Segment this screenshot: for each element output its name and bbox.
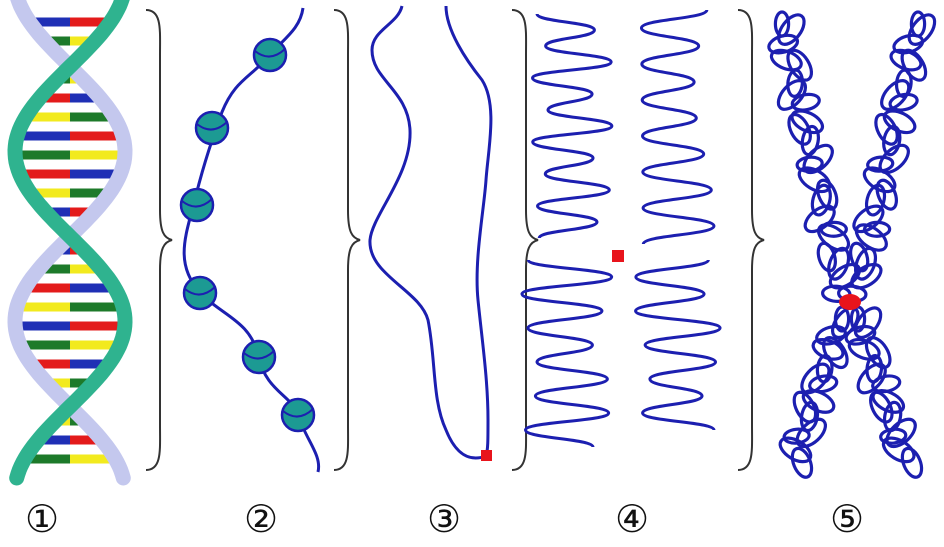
chromatin-coil bbox=[894, 68, 913, 98]
chromatin-coil bbox=[776, 79, 808, 111]
nucleosome bbox=[280, 397, 316, 433]
stage-label-2: ② bbox=[243, 497, 279, 541]
chromatin-coil bbox=[879, 427, 908, 445]
chromatin-coil bbox=[808, 374, 839, 394]
chromatin-coil bbox=[811, 337, 845, 361]
grouping-braces bbox=[145, 9, 765, 471]
stage-label-3: ③ bbox=[426, 497, 462, 541]
chromatin-coil bbox=[888, 92, 919, 112]
condensed-chromosome bbox=[767, 10, 937, 479]
chromatid-loop bbox=[639, 9, 716, 246]
chromatid-loop bbox=[520, 258, 614, 449]
chromatin-coil bbox=[864, 183, 887, 217]
centromere bbox=[839, 294, 861, 310]
chromatin-coil bbox=[800, 362, 831, 395]
centromere bbox=[481, 450, 492, 461]
chromatid-loop bbox=[634, 258, 722, 432]
nucleosome bbox=[241, 339, 277, 375]
folded-chromatin bbox=[520, 9, 722, 449]
chromatin-coil bbox=[907, 13, 937, 46]
nucleosome-wrap bbox=[282, 408, 314, 418]
nucleosome-wrap bbox=[184, 286, 216, 296]
chromatin-coil bbox=[854, 246, 878, 281]
stage-label-5: ⑤ bbox=[829, 497, 865, 541]
nucleosome-wrap bbox=[196, 121, 228, 131]
chromatin-coil bbox=[790, 446, 814, 479]
chromatin-coil bbox=[810, 183, 832, 217]
chromatin-coil bbox=[787, 112, 812, 146]
chromatin-coil bbox=[889, 48, 923, 72]
chromatin-strand bbox=[368, 5, 487, 460]
chromatin-coil bbox=[885, 417, 917, 449]
stage-label-1: ① bbox=[24, 497, 60, 541]
nucleosome-fiber bbox=[179, 7, 321, 473]
chromatin-coil bbox=[849, 241, 870, 273]
chromatin-coil bbox=[853, 306, 883, 340]
chromatin-coil bbox=[819, 220, 848, 238]
chromatid-loop bbox=[531, 12, 614, 240]
chromatin-coil bbox=[881, 436, 916, 464]
chromatin-strand bbox=[444, 5, 493, 457]
chromatin-coil bbox=[900, 446, 924, 479]
nucleosome bbox=[194, 110, 230, 146]
grouping-brace bbox=[511, 9, 539, 471]
nucleosome-wrap bbox=[254, 48, 286, 58]
chromatin-coil bbox=[790, 92, 821, 112]
chromatin-coil bbox=[795, 417, 828, 449]
chromatin-coil bbox=[854, 223, 888, 252]
chromatin-coil bbox=[862, 220, 892, 238]
chromatin-coil bbox=[880, 79, 911, 111]
chromatin-fiber bbox=[368, 5, 493, 461]
chromatin-coil bbox=[777, 13, 806, 46]
grouping-brace bbox=[145, 9, 173, 471]
chromatin-coil bbox=[900, 48, 928, 82]
chromatin-coil bbox=[882, 124, 902, 157]
nucleosome bbox=[252, 37, 288, 73]
chromatin-coil bbox=[786, 68, 804, 98]
dna-double-helix bbox=[7, 0, 133, 486]
nucleosome bbox=[179, 187, 215, 223]
chromatin-coil bbox=[844, 324, 877, 346]
nucleosome-wrap bbox=[181, 198, 213, 208]
chromatin-coil bbox=[795, 155, 824, 173]
backbone-strand-green bbox=[7, 0, 133, 486]
grouping-brace bbox=[737, 9, 765, 471]
grouping-brace bbox=[333, 9, 361, 471]
stage-label-4: ④ bbox=[614, 497, 650, 541]
nucleosome-wrap bbox=[243, 350, 275, 360]
chromatin-coil bbox=[875, 178, 898, 211]
chromatin-coil bbox=[856, 362, 887, 395]
nucleosome bbox=[182, 275, 218, 311]
centromere bbox=[612, 250, 624, 262]
